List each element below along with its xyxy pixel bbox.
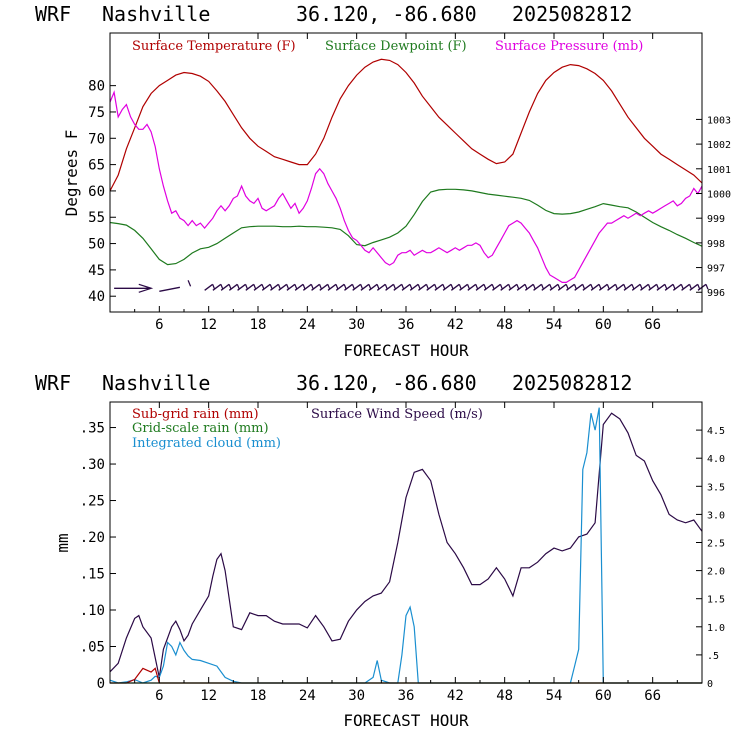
y2-tick-label: 1.5 [707,595,725,606]
y2-tick-label: 1003 [707,115,731,126]
x-tick-label: 30 [348,317,365,333]
x-tick-label: 42 [447,688,464,704]
x-tick-label: 24 [299,688,316,704]
x-tick-label: 48 [496,688,513,704]
x-tick-label: 36 [398,688,415,704]
bottom-header-coords: 36.120, -86.680 [296,371,477,395]
y-tick-label: .30 [80,457,105,473]
y2-tick-label: 2.5 [707,539,725,550]
x-tick-label: 30 [348,688,365,704]
bottom-y-axis-label: mm [53,533,72,552]
x-tick-label: 12 [200,688,217,704]
y2-tick-label: 3.0 [707,510,725,521]
y-tick-label: 80 [88,79,105,95]
x-tick-label: 42 [447,317,464,333]
y2-tick-label: 4.5 [707,426,725,437]
bottom-x-axis-label: FORECAST HOUR [343,711,469,730]
y-tick-label: 75 [88,105,105,121]
bottom-header-place: Nashville [102,371,210,395]
y-tick-label: 40 [88,289,105,305]
top-x-axis-label: FORECAST HOUR [343,341,469,360]
wind-arrow [159,280,192,292]
x-tick-label: 48 [496,317,513,333]
top-header-place: Nashville [102,2,210,26]
legend-integrated-cloud: Integrated cloud (mm) [132,436,281,451]
y-tick-label: 65 [88,158,105,174]
y2-tick-label: 999 [707,214,725,225]
x-tick-label: 36 [398,317,415,333]
x-tick-label: 66 [644,317,661,333]
y-tick-label: .10 [80,603,105,619]
wind-arrow [114,283,154,293]
series-surface-wind-speed-m-s [109,412,703,678]
y2-tick-label: 1002 [707,140,731,151]
y2-tick-label: 1001 [707,165,731,176]
top-header-coords: 36.120, -86.680 [296,2,477,26]
bottom-precip-chart: 6 12 18 24 30 36 42 48 54 60 66 0 .05 .10 .15 .20 .25 .30… [80,401,725,704]
x-tick-label: 18 [250,317,267,333]
top-header-model: WRF [35,2,71,26]
series-surface-dewpoint-f [109,188,703,266]
legend-wind-speed: Surface Wind Speed (m/s) [311,407,483,422]
wind-barbs [114,280,709,293]
legend-subgrid-rain: Sub-grid rain (mm) [132,407,259,422]
x-tick-label: 6 [155,317,163,333]
y2-tick-label: 1000 [707,189,731,200]
x-tick-label: 60 [595,688,612,704]
y2-tick-label: 4.0 [707,454,725,465]
y2-tick-label: 3.5 [707,482,725,493]
y2-tick-label: 0 [707,679,713,690]
y2-tick-label: 1.0 [707,623,725,634]
y-tick-label: .35 [80,421,105,437]
y-tick-label: 50 [88,237,105,253]
x-tick-label: 54 [546,688,563,704]
x-tick-label: 6 [155,688,163,704]
legend-dewpoint: Surface Dewpoint (F) [325,39,467,54]
y2-tick-label: .5 [707,651,719,662]
y2-tick-label: 2.0 [707,567,725,578]
x-tick-label: 66 [644,688,661,704]
y-tick-label: .20 [80,530,105,546]
x-tick-label: 54 [546,317,563,333]
y2-tick-label: 997 [707,264,725,275]
y-tick-label: 60 [88,184,105,200]
top-temperature-chart: 6 12 18 24 30 36 42 48 54 60 66 40 45 50 55 60 65 70 75 80 9… [88,32,731,333]
top-y-axis-label: Degrees F [62,130,81,217]
y-tick-label: 0 [97,676,105,692]
x-tick-label: 18 [250,688,267,704]
series-surface-pressure-mb [109,90,703,283]
bottom-header-init: 2025082812 [512,371,632,395]
legend-grid-rain: Grid-scale rain (mm) [132,421,269,436]
x-tick-label: 60 [595,317,612,333]
legend-temperature: Surface Temperature (F) [132,39,296,54]
top-header-init: 2025082812 [512,2,632,26]
y2-tick-label: 996 [707,288,725,299]
y-tick-label: .15 [80,567,105,583]
y-tick-label: 55 [88,210,105,226]
y2-tick-label: 998 [707,239,725,250]
y-tick-label: .05 [80,640,105,656]
x-tick-label: 12 [200,317,217,333]
series-surface-temperature-f [109,58,703,192]
y-tick-label: 70 [88,131,105,147]
y-tick-label: 45 [88,263,105,279]
x-tick-label: 24 [299,317,316,333]
legend-pressure: Surface Pressure (mb) [495,39,643,54]
y-tick-label: .25 [80,494,105,510]
top-plot-frame [109,32,703,313]
bottom-header-model: WRF [35,371,71,395]
